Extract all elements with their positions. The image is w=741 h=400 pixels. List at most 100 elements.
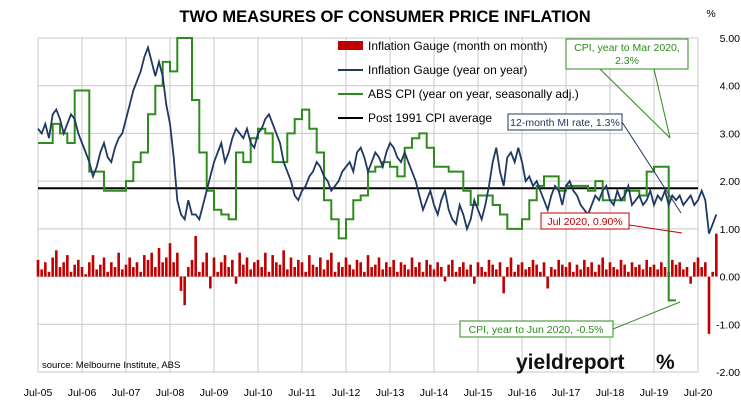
bar-mom (572, 271, 575, 277)
y-tick-label: 0.00 (720, 272, 741, 284)
bar-mom (399, 262, 403, 277)
bar-mom (528, 267, 531, 277)
bar-mom (641, 269, 645, 277)
bar-mom (608, 262, 612, 277)
annotation-mi-rate-text: 12-month MI rate, 1.3% (510, 117, 620, 129)
bar-mom (385, 262, 388, 277)
bar-mom (249, 269, 252, 277)
bar-mom (586, 267, 590, 277)
bar-mom (297, 259, 300, 277)
bar-mom (462, 262, 465, 277)
bar-mom (619, 259, 623, 277)
bar-mom (344, 257, 348, 277)
bar-mom (58, 267, 62, 277)
bar-mom (363, 271, 366, 277)
bar-mom (469, 264, 472, 277)
bar-mom (370, 267, 373, 277)
bar-mom (36, 259, 40, 277)
source-note: source: Melbourne Institute, ABS (42, 360, 180, 371)
bar-mom (458, 267, 461, 277)
x-tick-label: Jul-10 (244, 387, 273, 399)
bar-mom (242, 264, 245, 277)
bar-mom (330, 252, 333, 277)
legend-label-avg: Post 1991 CPI average (368, 111, 492, 125)
bar-mom (491, 264, 494, 277)
annotation-jul-2020-text: Jul 2020, 0.90% (547, 216, 622, 228)
bar-mom (575, 264, 579, 277)
bar-mom (157, 247, 161, 277)
x-tick-label: Jul-06 (68, 387, 97, 399)
bar-mom (337, 262, 340, 277)
bar-mom (293, 267, 296, 277)
bar-mom (539, 271, 542, 277)
x-tick-label: Jul-13 (376, 387, 405, 399)
bar-mom (623, 264, 626, 277)
bar-mom (451, 259, 454, 277)
legend-label-bar: Inflation Gauge (month on month) (368, 39, 547, 53)
bar-mom (564, 267, 568, 277)
bar-mom (62, 262, 65, 277)
legend-label-cpi: ABS CPI (year on year, seasonally adj.) (368, 87, 579, 101)
bar-mom (418, 262, 421, 277)
bar-mom (69, 271, 73, 277)
bar-mom (553, 269, 557, 277)
bar-mom (176, 252, 179, 277)
annotation-mi-rate: 12-month MI rate, 1.3% (507, 113, 682, 214)
bar-mom (612, 267, 615, 277)
bar-mom (652, 264, 656, 277)
bar-mom (319, 257, 322, 277)
bar-mom (513, 271, 516, 277)
bar-mom (634, 267, 637, 277)
bar-mom (201, 262, 205, 277)
x-tick-label: Jul-08 (156, 387, 185, 399)
bar-mom (359, 262, 362, 277)
bar-series (36, 233, 718, 334)
bar-mom (704, 262, 707, 277)
brand-symbol: % (656, 351, 675, 374)
bar-mom (524, 269, 527, 277)
x-tick-label: Jul-19 (640, 387, 669, 399)
bar-mom (146, 259, 150, 277)
bar-mom (414, 267, 417, 277)
bar-mom (440, 267, 443, 277)
y-axis-unit: % (706, 8, 715, 20)
bar-mom (388, 267, 392, 277)
y-tick-label: -1.00 (716, 319, 740, 331)
bar-mom (322, 269, 326, 277)
bar-mom (352, 269, 355, 277)
legend: Inflation Gauge (month on month) Inflati… (338, 39, 579, 125)
y-tick-label: 4.00 (720, 81, 741, 93)
bar-mom (66, 255, 69, 277)
bar-mom (73, 264, 76, 277)
bar-mom (183, 276, 186, 306)
bar-mom (161, 262, 164, 277)
bar-mom (311, 264, 315, 277)
bar-mom (689, 276, 692, 284)
bar-mom (271, 255, 274, 277)
bar-mom (583, 259, 586, 277)
bar-mom (231, 259, 234, 277)
bar-mom (498, 262, 502, 277)
annotation-cpi-mar-line2: 2.3% (615, 55, 639, 67)
bar-mom (117, 252, 120, 277)
bar-mom (289, 257, 293, 277)
bar-mom (531, 259, 535, 277)
bar-mom (542, 262, 546, 277)
y-tick-label: 2.00 (720, 176, 741, 188)
bar-mom (392, 259, 395, 277)
x-tick-label: Jul-07 (112, 387, 141, 399)
y-tick-label: -2.00 (716, 367, 740, 379)
bar-mom (410, 257, 414, 277)
bar-mom (135, 262, 139, 277)
x-tick-label: Jul-14 (420, 387, 449, 399)
bar-mom (465, 269, 469, 277)
bar-mom (432, 269, 436, 277)
bar-mom (110, 262, 113, 277)
bar-mom (605, 269, 608, 277)
bar-mom (480, 267, 483, 277)
legend-label-mi: Inflation Gauge (year on year) (368, 63, 527, 77)
bar-mom (377, 257, 381, 277)
bar-mom (693, 262, 696, 277)
bar-mom (707, 276, 711, 334)
